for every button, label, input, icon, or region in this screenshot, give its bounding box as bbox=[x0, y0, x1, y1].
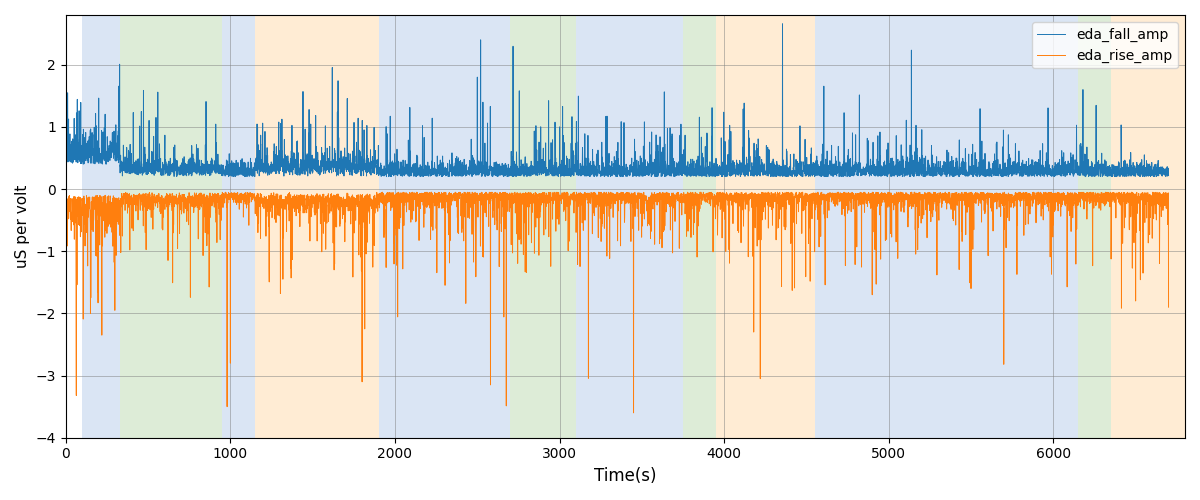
Bar bbox=[120, 15, 222, 438]
Bar bbox=[222, 15, 256, 438]
Bar bbox=[1078, 15, 1111, 438]
Line: eda_fall_amp: eda_fall_amp bbox=[66, 24, 1169, 176]
Bar bbox=[1111, 15, 1186, 438]
Line: eda_rise_amp: eda_rise_amp bbox=[66, 192, 1169, 413]
eda_fall_amp bbox=[1063, 166, 1078, 172]
Bar bbox=[378, 15, 412, 438]
eda_rise_amp bbox=[923, 192, 937, 198]
eda_fall_amp bbox=[59, 116, 73, 121]
eda_rise_amp bbox=[1063, 201, 1078, 207]
X-axis label: Time(s): Time(s) bbox=[594, 467, 656, 485]
eda_rise_amp bbox=[450, 194, 464, 200]
Bar bbox=[83, 15, 120, 438]
eda_fall_amp bbox=[1096, 165, 1110, 171]
Bar bbox=[815, 15, 1078, 438]
eda_fall_amp bbox=[86, 160, 101, 166]
eda_fall_amp bbox=[775, 21, 790, 27]
eda_fall_amp bbox=[923, 168, 937, 174]
Y-axis label: uS per volt: uS per volt bbox=[16, 184, 30, 268]
Bar bbox=[256, 15, 378, 438]
eda_fall_amp bbox=[450, 154, 464, 160]
eda_rise_amp bbox=[626, 410, 641, 416]
Bar bbox=[510, 15, 576, 438]
eda_rise_amp bbox=[1162, 304, 1176, 310]
Bar bbox=[412, 15, 510, 438]
eda_rise_amp bbox=[86, 210, 101, 216]
Bar bbox=[576, 15, 683, 438]
Bar bbox=[716, 15, 815, 438]
Bar bbox=[683, 15, 716, 438]
eda_rise_amp bbox=[59, 214, 73, 220]
eda_rise_amp bbox=[761, 189, 775, 195]
Legend: eda_fall_amp, eda_rise_amp: eda_fall_amp, eda_rise_amp bbox=[1032, 22, 1178, 68]
eda_fall_amp bbox=[808, 174, 822, 180]
eda_rise_amp bbox=[227, 190, 241, 196]
eda_fall_amp bbox=[1162, 172, 1176, 178]
eda_rise_amp bbox=[1096, 196, 1110, 202]
eda_fall_amp bbox=[227, 170, 241, 175]
